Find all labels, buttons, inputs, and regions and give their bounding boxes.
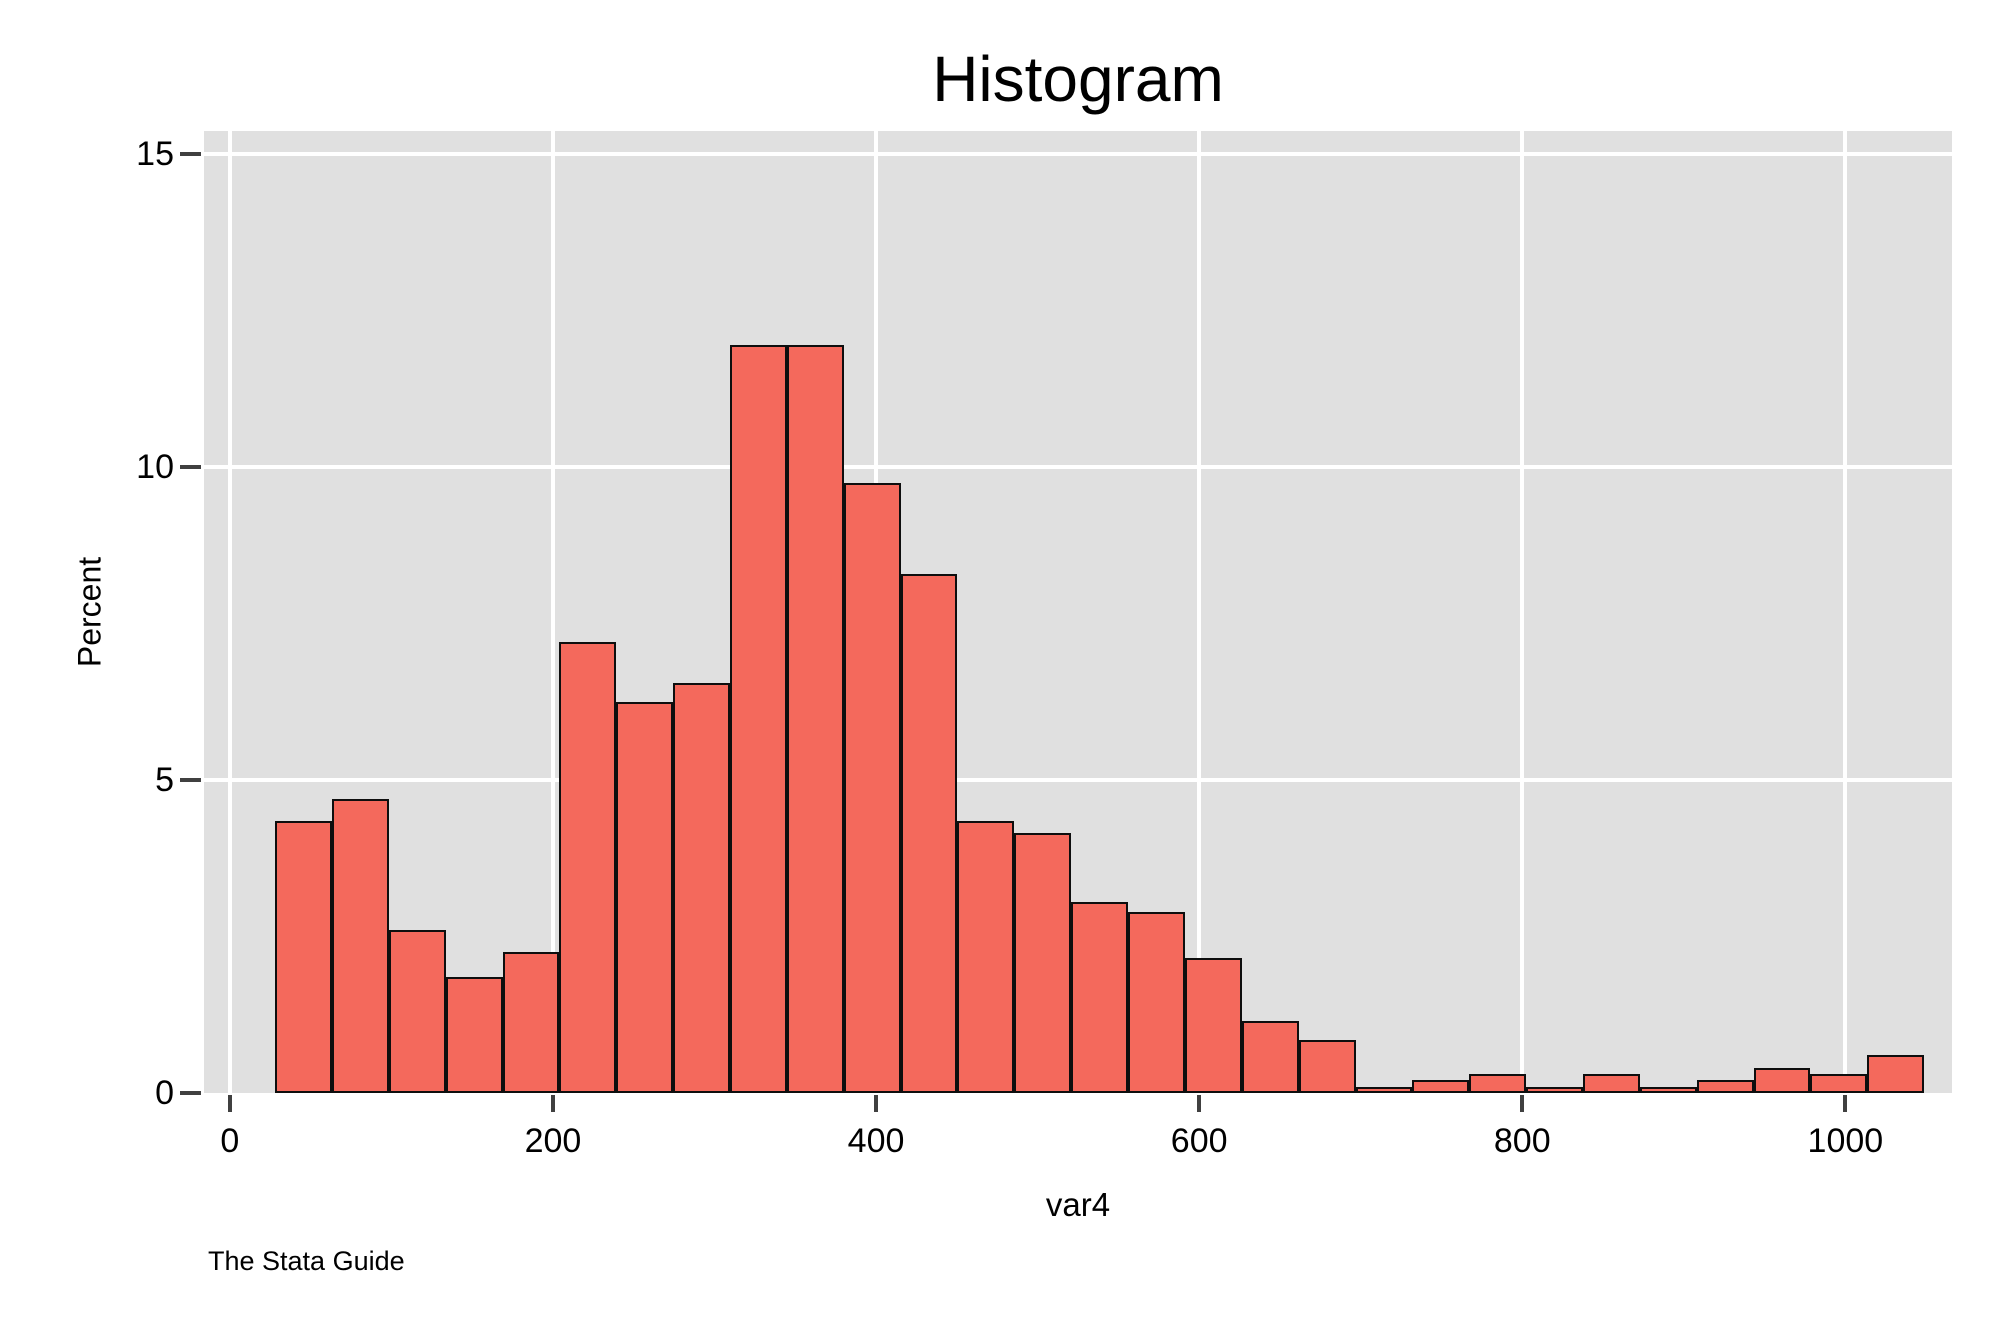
y-axis-title: Percent (71, 556, 108, 668)
histogram-bar (1014, 833, 1072, 1093)
histogram-bar (957, 820, 1015, 1093)
y-tick-label: 5 (155, 761, 174, 800)
x-tick-mark (550, 1095, 555, 1112)
x-tick-label: 600 (1170, 1122, 1228, 1160)
y-gridline (204, 465, 1952, 470)
y-gridline (204, 778, 1952, 783)
x-tick-label: 800 (1493, 1122, 1551, 1160)
histogram-bar (275, 820, 332, 1093)
histogram-bar (559, 642, 617, 1093)
y-tick-label: 15 (136, 135, 174, 174)
histogram-bar (1810, 1074, 1868, 1093)
x-tick-label: 200 (524, 1122, 582, 1160)
x-tick-mark (1520, 1095, 1525, 1112)
histogram-bar (502, 952, 560, 1093)
x-gridline (227, 131, 232, 1093)
x-tick-label: 1000 (1807, 1122, 1884, 1160)
x-gridline (550, 131, 555, 1093)
x-gridline (1843, 131, 1848, 1093)
histogram-bar (730, 345, 787, 1093)
x-tick-label: 0 (220, 1122, 240, 1160)
histogram-bar (445, 977, 503, 1093)
histogram-bar (900, 573, 958, 1093)
plot-area (204, 131, 1952, 1093)
histogram-bar (616, 701, 674, 1093)
histogram-bar (673, 683, 730, 1093)
histogram-bar (1753, 1067, 1811, 1093)
x-tick-mark (227, 1095, 232, 1112)
histogram-bar (1298, 1039, 1356, 1093)
histogram-bar (1867, 1055, 1925, 1093)
x-gridline (1197, 131, 1202, 1093)
y-tick-mark (180, 778, 201, 783)
x-tick-mark (1843, 1095, 1848, 1112)
y-tick-label: 0 (155, 1074, 174, 1112)
y-tick-label: 10 (136, 448, 174, 487)
histogram-bar (786, 345, 844, 1093)
histogram-bar (388, 930, 446, 1093)
histogram-bar (1355, 1086, 1413, 1093)
histogram-bar (1696, 1080, 1754, 1093)
x-tick-label: 400 (847, 1122, 905, 1160)
y-gridline (204, 152, 1952, 157)
x-tick-mark (1197, 1095, 1202, 1112)
histogram-bar (843, 482, 901, 1093)
histogram-bar (1412, 1080, 1470, 1093)
histogram-bar (1241, 1021, 1299, 1093)
histogram-bar (1469, 1074, 1527, 1093)
histogram-bar (1071, 902, 1129, 1093)
y-tick-mark (180, 1091, 201, 1095)
histogram-bar (1583, 1074, 1640, 1093)
footer-note: The Stata Guide (208, 1246, 405, 1276)
chart-title: Histogram (932, 43, 1224, 115)
x-tick-mark (874, 1095, 879, 1112)
y-tick-mark (180, 152, 201, 157)
histogram-bar (331, 798, 389, 1093)
histogram-bar (1526, 1086, 1583, 1093)
y-tick-mark (180, 465, 201, 470)
histogram-bar (1128, 911, 1185, 1093)
histogram-bar (1639, 1086, 1697, 1093)
x-gridline (1520, 131, 1525, 1093)
histogram-bar (1184, 958, 1242, 1093)
x-axis-title: var4 (1045, 1186, 1111, 1223)
